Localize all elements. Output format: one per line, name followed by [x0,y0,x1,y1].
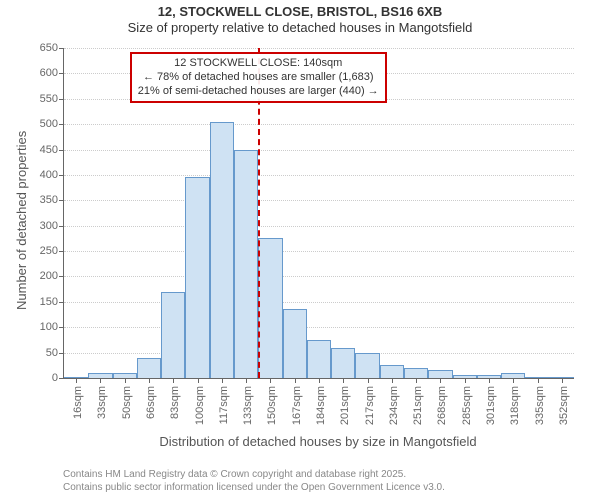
x-tick [368,378,369,383]
x-tick-label: 33sqm [96,386,108,419]
y-tick-label: 200 [40,270,64,282]
title-line-1: 12, STOCKWELL CLOSE, BRISTOL, BS16 6XB [0,4,600,20]
credits-line-2: Contains public sector information licen… [63,482,445,495]
x-tick [319,378,320,383]
x-tick [76,378,77,383]
page-title: 12, STOCKWELL CLOSE, BRISTOL, BS16 6XB S… [0,4,600,35]
y-tick-label: 0 [52,372,64,384]
histogram-bar [331,348,355,378]
x-tick-label: 285sqm [461,386,473,425]
x-tick-label: 66sqm [145,386,157,419]
x-tick [246,378,247,383]
y-tick-label: 450 [40,144,64,156]
gridline [64,48,574,49]
y-tick-label: 300 [40,220,64,232]
x-tick-label: 83sqm [169,386,181,419]
credits-line-1: Contains HM Land Registry data © Crown c… [63,469,445,482]
x-tick-label: 301sqm [485,386,497,425]
gridline [64,302,574,303]
x-tick [222,378,223,383]
x-tick-label: 335sqm [534,386,546,425]
histogram-bar [137,358,161,378]
gridline [64,327,574,328]
x-tick [295,378,296,383]
x-tick-label: 251sqm [412,386,424,425]
y-tick-label: 100 [40,321,64,333]
chart-plot-area: 0501001502002503003504004505005506006501… [63,48,574,379]
x-tick-label: 117sqm [218,386,230,424]
x-tick-label: 50sqm [121,386,133,419]
y-tick-label: 50 [46,347,64,359]
y-tick-label: 400 [40,169,64,181]
y-tick-label: 150 [40,296,64,308]
gridline [64,150,574,151]
x-tick [538,378,539,383]
gridline [64,251,574,252]
histogram-bar [355,353,379,378]
y-tick-label: 500 [40,118,64,130]
histogram-bar [307,340,331,378]
histogram-bar [380,365,404,378]
x-tick-label: 184sqm [315,386,327,425]
x-tick-label: 268sqm [436,386,448,425]
histogram-bar [258,238,282,378]
gridline [64,124,574,125]
histogram-bar [404,368,428,378]
x-tick [513,378,514,383]
x-tick-label: 352sqm [558,386,570,425]
x-tick [562,378,563,383]
gridline [64,175,574,176]
x-tick-label: 234sqm [388,386,400,425]
gridline [64,276,574,277]
x-tick [198,378,199,383]
x-tick-label: 318sqm [509,386,521,425]
x-tick-label: 201sqm [339,386,351,425]
histogram-bar [210,122,234,378]
y-tick-label: 350 [40,194,64,206]
x-tick [270,378,271,383]
x-tick [125,378,126,383]
credits: Contains HM Land Registry data © Crown c… [63,469,445,494]
annotation-line: ← 78% of detached houses are smaller (1,… [138,71,379,85]
x-tick [392,378,393,383]
y-tick-label: 250 [40,245,64,257]
histogram-bar [161,292,185,378]
x-tick [440,378,441,383]
title-line-2: Size of property relative to detached ho… [0,20,600,36]
y-axis-title: Number of detached properties [14,131,29,310]
annotation-line: 12 STOCKWELL CLOSE: 140sqm [138,57,379,71]
histogram-bar [428,370,452,378]
x-tick [100,378,101,383]
x-tick-label: 133sqm [242,386,254,425]
y-tick-label: 550 [40,93,64,105]
x-tick-label: 167sqm [291,386,303,425]
histogram-bar [234,150,258,378]
x-tick [343,378,344,383]
histogram-bar [283,309,307,378]
annotation-line: 21% of semi-detached houses are larger (… [138,85,379,99]
x-tick-label: 150sqm [266,386,278,425]
gridline [64,226,574,227]
x-tick [489,378,490,383]
gridline [64,200,574,201]
x-tick [149,378,150,383]
x-axis-title: Distribution of detached houses by size … [63,434,573,449]
y-tick-label: 650 [40,42,64,54]
histogram-bar [185,177,209,378]
y-tick-label: 600 [40,67,64,79]
x-tick [173,378,174,383]
x-tick-label: 100sqm [194,386,206,425]
x-tick [465,378,466,383]
x-tick [416,378,417,383]
x-tick-label: 16sqm [72,386,84,419]
x-tick-label: 217sqm [364,386,376,425]
annotation-box: 12 STOCKWELL CLOSE: 140sqm← 78% of detac… [130,52,387,103]
